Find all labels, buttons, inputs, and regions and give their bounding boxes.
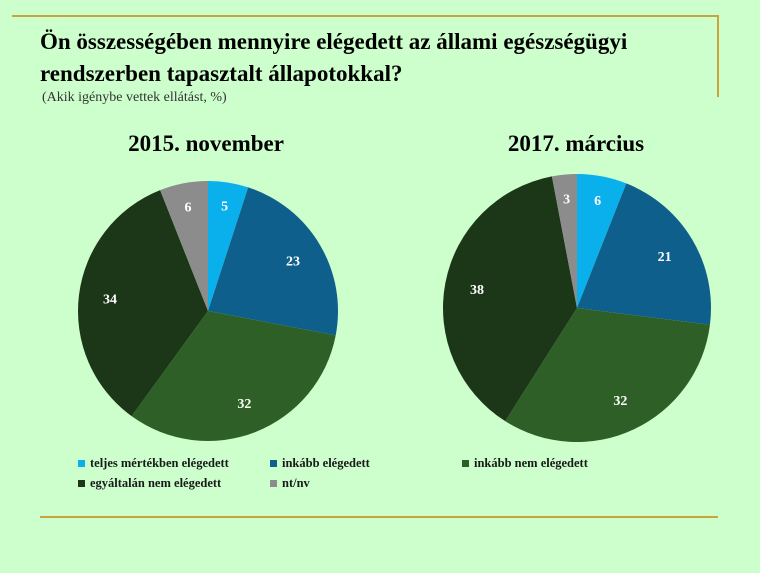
pie-2015-slice-egyaltalan-nem	[78, 190, 209, 417]
legend-item-teljes: teljes mértékben elégedett	[78, 456, 229, 471]
pie-2015-slice-inkabb-elegedett	[208, 187, 339, 336]
legend-item-inkabb-elegedett: inkább elégedett	[270, 456, 370, 471]
legend-swatch-egyaltalan-nem	[78, 480, 85, 487]
pie-2015-label-egyaltalan-nem: 34	[103, 293, 117, 308]
legend-swatch-inkabb-nem	[462, 460, 469, 467]
legend-label-egyaltalan-nem: egyáltalán nem elégedett	[90, 476, 222, 490]
pie-2017-label-egyaltalan-nem: 38	[470, 283, 484, 298]
pie-2015: 5 23 32 34 6	[78, 181, 339, 441]
page-subtitle: (Akik igénybe vettek ellátást, %)	[42, 90, 227, 105]
page-title: Ön összességében mennyire elégedett az á…	[40, 29, 628, 86]
pie-2017: 6 21 32 38 3	[443, 174, 711, 442]
pie-2015-label-inkabb-elegedett: 23	[286, 255, 300, 270]
pie-2017-label-inkabb-nem: 32	[613, 394, 627, 409]
pie-2015-slice-inkabb-nem	[131, 311, 336, 441]
pie-2017-label-inkabb-elegedett: 21	[658, 250, 672, 265]
pie-2017-slice-inkabb-elegedett	[577, 183, 711, 325]
chart-title-2015: 2015. november	[128, 131, 284, 156]
legend-label-inkabb-elegedett: inkább elégedett	[282, 456, 370, 470]
pie-2017-slice-egyaltalan-nem	[443, 176, 577, 422]
pie-2017-label-ntnv: 3	[563, 193, 570, 208]
legend-label-inkabb-nem: inkább nem elégedett	[474, 456, 588, 470]
legend-swatch-teljes	[78, 460, 85, 467]
pie-2015-slice-teljes	[208, 181, 249, 311]
top-rule-vertical	[717, 15, 719, 97]
legend-label-teljes: teljes mértékben elégedett	[90, 456, 229, 470]
pie-2015-slice-ntnv	[160, 181, 208, 311]
pie-2015-label-inkabb-nem: 32	[237, 397, 251, 412]
top-rule	[12, 15, 718, 17]
pie-2015-label-ntnv: 6	[185, 200, 192, 215]
legend-label-ntnv: nt/nv	[282, 476, 310, 490]
legend-swatch-ntnv	[270, 480, 277, 487]
legend-item-egyaltalan-nem: egyáltalán nem elégedett	[78, 476, 221, 491]
pie-2017-slice-ntnv	[551, 174, 577, 308]
legend-item-inkabb-nem: inkább nem elégedett	[462, 456, 588, 471]
legend-item-ntnv: nt/nv	[270, 476, 310, 491]
bottom-rule	[40, 516, 718, 518]
pie-2017-label-teljes: 6	[594, 194, 601, 209]
legend-swatch-inkabb-elegedett	[270, 460, 277, 467]
pie-2017-slice-teljes	[577, 174, 627, 308]
chart-title-2017: 2017. március	[507, 131, 645, 156]
pie-2017-slice-inkabb-nem	[505, 308, 710, 442]
pie-2015-label-teljes: 5	[221, 200, 228, 215]
